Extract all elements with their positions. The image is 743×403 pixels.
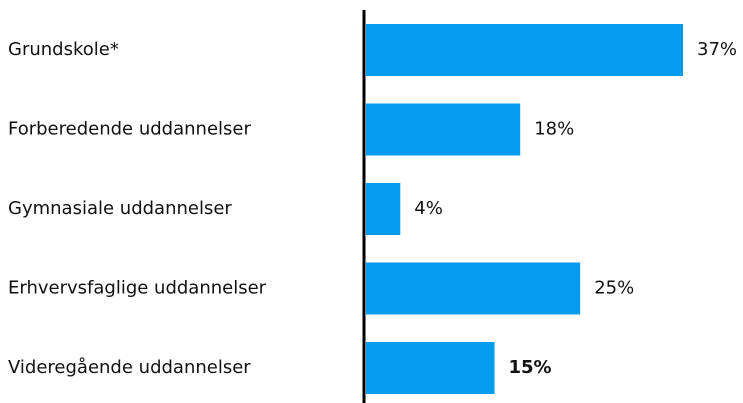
- category-label: Grundskole*: [8, 39, 119, 60]
- category-label: Gymnasiale uddannelser: [8, 198, 232, 219]
- category-label: Erhvervsfaglige uddannelser: [8, 278, 267, 299]
- value-label: 37%: [697, 39, 737, 60]
- value-label: 15%: [509, 357, 552, 378]
- bar: [366, 183, 401, 235]
- bar: [366, 342, 495, 394]
- value-label: 18%: [534, 119, 574, 140]
- bar: [366, 24, 683, 76]
- category-label: Videregående uddannelser: [8, 357, 251, 378]
- bar: [366, 262, 581, 315]
- bar: [366, 103, 521, 156]
- value-label: 4%: [414, 198, 443, 219]
- category-label: Forberedende uddannelser: [8, 119, 251, 140]
- value-label: 25%: [594, 278, 634, 299]
